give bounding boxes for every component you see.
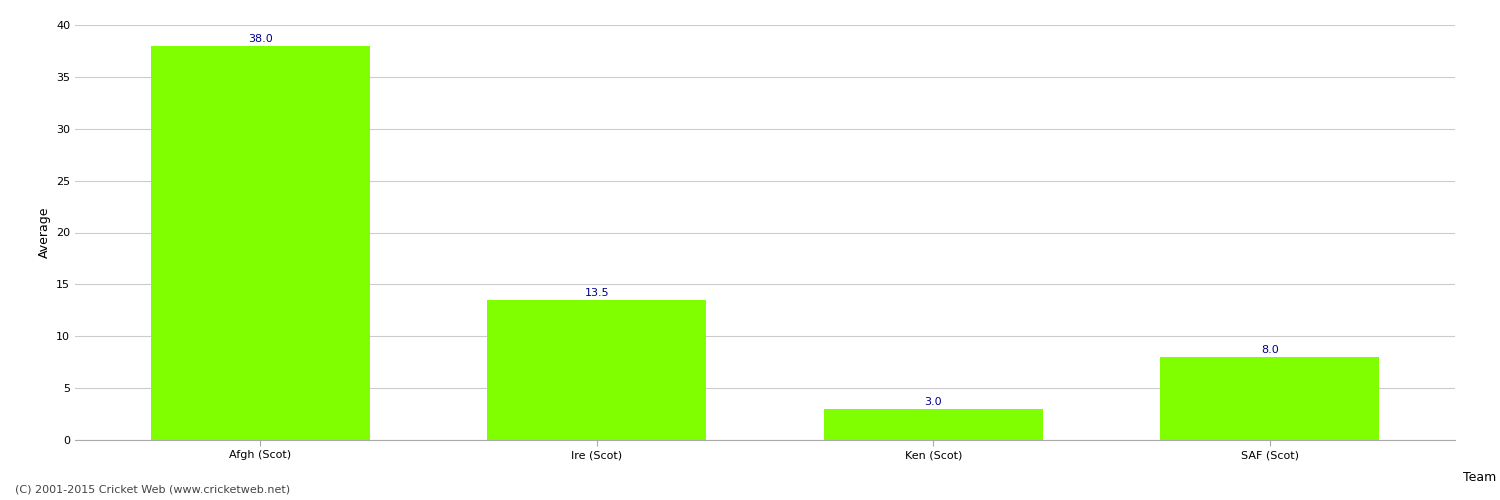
Bar <box>824 409 1042 440</box>
Bar <box>1161 357 1380 440</box>
Text: 38.0: 38.0 <box>248 34 273 43</box>
Text: 8.0: 8.0 <box>1262 345 1280 355</box>
Text: 3.0: 3.0 <box>924 397 942 407</box>
Y-axis label: Average: Average <box>38 207 51 258</box>
Text: 13.5: 13.5 <box>585 288 609 298</box>
Text: Team: Team <box>1464 470 1497 484</box>
Bar <box>150 46 369 440</box>
Text: (C) 2001-2015 Cricket Web (www.cricketweb.net): (C) 2001-2015 Cricket Web (www.cricketwe… <box>15 485 290 495</box>
Bar <box>488 300 706 440</box>
